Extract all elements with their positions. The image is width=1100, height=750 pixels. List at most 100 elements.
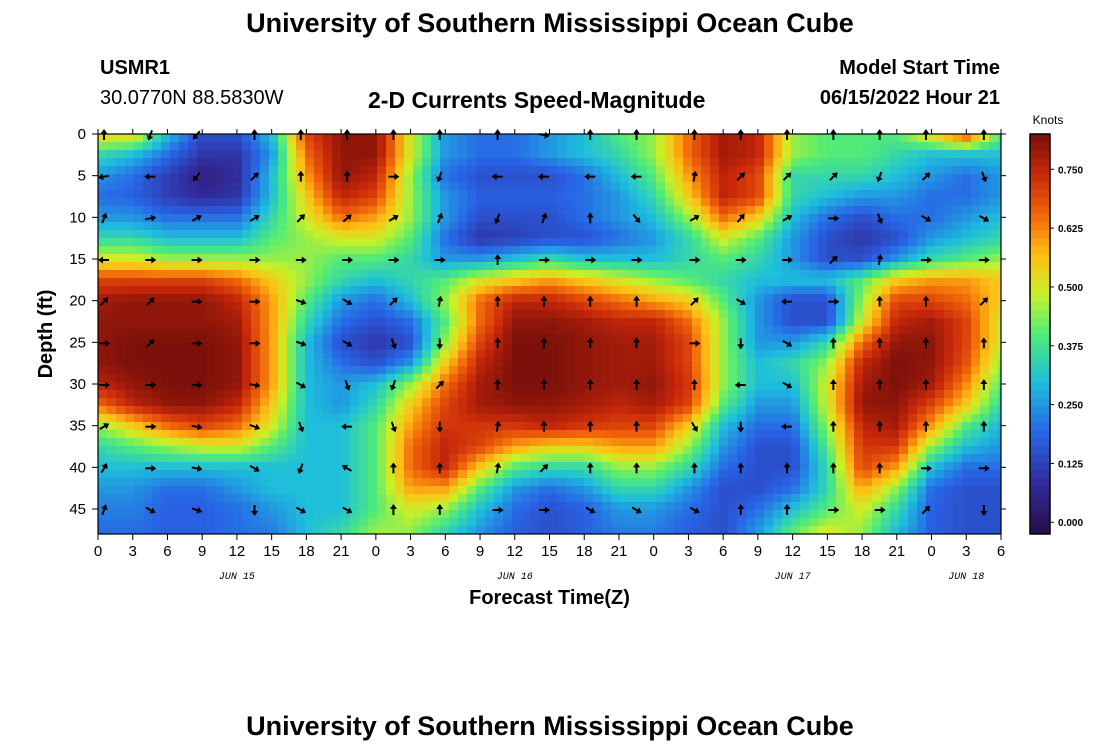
heatmap-cell xyxy=(764,446,774,455)
heatmap-cell xyxy=(143,382,153,391)
heatmap-cell xyxy=(863,518,873,527)
heatmap-cell xyxy=(764,510,774,519)
heatmap-cell xyxy=(152,310,162,319)
heatmap-cell xyxy=(494,270,504,279)
heatmap-cell xyxy=(377,350,387,359)
heatmap-cell xyxy=(395,206,405,215)
heatmap-cell xyxy=(899,366,909,375)
heatmap-cell xyxy=(593,366,603,375)
heatmap-cell xyxy=(998,206,1002,215)
heatmap-cell xyxy=(368,478,378,487)
heatmap-cell xyxy=(314,374,324,383)
heatmap-cell xyxy=(701,358,711,367)
heatmap-cell xyxy=(395,350,405,359)
heatmap-cell xyxy=(665,422,675,431)
heatmap-cell xyxy=(656,294,666,303)
heatmap-cell xyxy=(719,342,729,351)
heatmap-cell xyxy=(107,262,117,271)
heatmap-cell xyxy=(557,246,567,255)
heatmap-cell xyxy=(521,254,531,263)
heatmap-cell xyxy=(350,358,360,367)
heatmap-cell xyxy=(251,374,261,383)
heatmap-cell xyxy=(296,206,306,215)
heatmap-cell xyxy=(791,262,801,271)
heatmap-cell xyxy=(242,486,252,495)
heatmap-cell xyxy=(422,238,432,247)
heatmap-cell xyxy=(683,494,693,503)
heatmap-cell xyxy=(179,438,189,447)
heatmap-cell xyxy=(800,286,810,295)
heatmap-cell xyxy=(332,174,342,183)
heatmap-cell xyxy=(692,150,702,159)
heatmap-cell xyxy=(449,190,459,199)
heatmap-cell xyxy=(665,518,675,527)
heatmap-cell xyxy=(161,206,171,215)
heatmap-cell xyxy=(368,270,378,279)
heatmap-cell xyxy=(188,470,198,479)
heatmap-cell xyxy=(242,134,252,143)
heatmap-cell xyxy=(206,310,216,319)
heatmap-cell xyxy=(782,470,792,479)
heatmap-cell xyxy=(116,326,126,335)
heatmap-cell xyxy=(917,486,927,495)
heatmap-cell xyxy=(296,398,306,407)
heatmap-cell xyxy=(647,510,657,519)
heatmap-cell xyxy=(98,430,108,439)
heatmap-cell xyxy=(638,374,648,383)
heatmap-cell xyxy=(809,334,819,343)
heatmap-cell xyxy=(107,230,117,239)
heatmap-cell xyxy=(755,478,765,487)
heatmap-cell xyxy=(548,414,558,423)
heatmap-cell xyxy=(728,190,738,199)
heatmap-cell xyxy=(143,142,153,151)
heatmap-cell xyxy=(602,190,612,199)
heatmap-cell xyxy=(530,462,540,471)
heatmap-cell xyxy=(386,446,396,455)
heatmap-cell xyxy=(701,206,711,215)
heatmap-cell xyxy=(872,150,882,159)
heatmap-cell xyxy=(872,486,882,495)
heatmap-cell xyxy=(512,334,522,343)
heatmap-cell xyxy=(305,198,315,207)
heatmap-cell xyxy=(188,142,198,151)
heatmap-cell xyxy=(458,246,468,255)
heatmap-cell xyxy=(863,486,873,495)
heatmap-cell xyxy=(800,494,810,503)
heatmap-cell xyxy=(944,302,954,311)
heatmap-cell xyxy=(143,510,153,519)
heatmap-cell xyxy=(368,326,378,335)
heatmap-cell xyxy=(224,166,234,175)
heatmap-cell xyxy=(539,142,549,151)
heatmap-cell xyxy=(728,374,738,383)
heatmap-cell xyxy=(557,214,567,223)
heatmap-cell xyxy=(179,382,189,391)
heatmap-cell xyxy=(341,526,351,535)
heatmap-cell xyxy=(557,134,567,143)
heatmap-cell xyxy=(476,334,486,343)
heatmap-cell xyxy=(476,406,486,415)
heatmap-cell xyxy=(125,254,135,263)
heatmap-cell xyxy=(836,430,846,439)
heatmap-cell xyxy=(836,454,846,463)
heatmap-cell xyxy=(161,150,171,159)
heatmap-cell xyxy=(179,278,189,287)
heatmap-cell xyxy=(134,334,144,343)
heatmap-cell xyxy=(170,214,180,223)
heatmap-cell xyxy=(305,326,315,335)
heatmap-cell xyxy=(368,246,378,255)
heatmap-cell xyxy=(377,526,387,535)
heatmap-cell xyxy=(458,286,468,295)
heatmap-cell xyxy=(161,446,171,455)
heatmap-cell xyxy=(719,222,729,231)
heatmap-cell xyxy=(440,278,450,287)
heatmap-cell xyxy=(647,446,657,455)
heatmap-cell xyxy=(980,182,990,191)
heatmap-cell xyxy=(620,366,630,375)
heatmap-cell xyxy=(449,198,459,207)
heatmap-cell xyxy=(791,254,801,263)
heatmap-cell xyxy=(98,142,108,151)
heatmap-cell xyxy=(323,518,333,527)
heatmap-cell xyxy=(377,142,387,151)
heatmap-cell xyxy=(161,222,171,231)
heatmap-cell xyxy=(647,406,657,415)
